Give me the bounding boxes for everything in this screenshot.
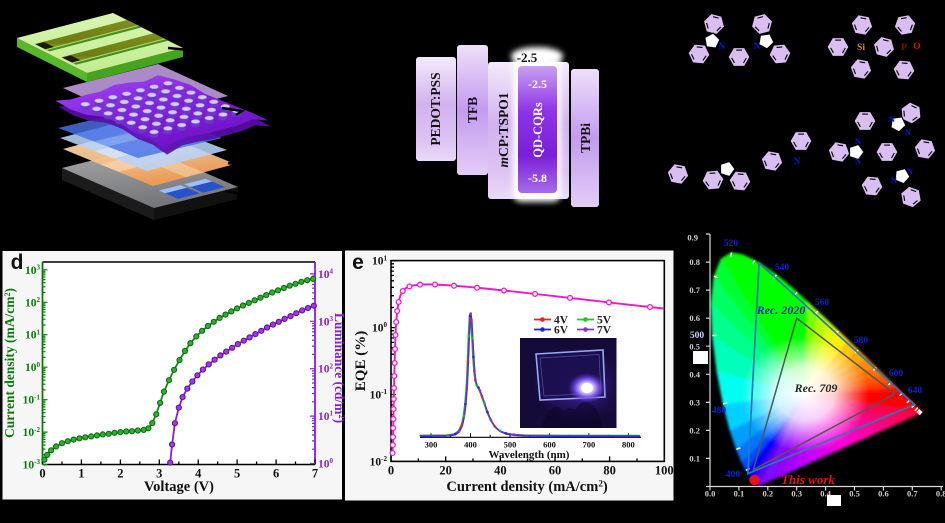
svg-text:N: N xyxy=(889,114,896,124)
svg-text:N: N xyxy=(855,136,862,146)
svg-text:300: 300 xyxy=(425,440,438,450)
svg-text:0.1: 0.1 xyxy=(734,489,745,499)
svg-text:6: 6 xyxy=(273,467,279,481)
svg-text:0.8: 0.8 xyxy=(689,257,700,267)
svg-text:0: 0 xyxy=(388,464,394,478)
svg-text:100: 100 xyxy=(655,464,674,478)
svg-text:6V: 6V xyxy=(554,325,569,337)
svg-text:0.6: 0.6 xyxy=(689,313,700,323)
svg-text:-2.5: -2.5 xyxy=(517,50,538,65)
svg-text:e: e xyxy=(352,251,364,274)
svg-text:N: N xyxy=(754,41,761,51)
svg-text:0.3: 0.3 xyxy=(791,489,802,499)
svg-text:QD-CQRs: QD-CQRs xyxy=(531,102,545,158)
svg-text:0.8: 0.8 xyxy=(936,489,945,499)
svg-text:-2.5: -2.5 xyxy=(528,77,547,91)
svg-text:640: 640 xyxy=(908,386,923,396)
svg-text:Current density (mA/cm2): Current density (mA/cm2) xyxy=(446,479,607,496)
svg-text:TFB: TFB xyxy=(465,97,480,123)
svg-text:TPBi: TPBi xyxy=(578,123,593,153)
svg-text:2: 2 xyxy=(117,467,123,481)
svg-text:0.1: 0.1 xyxy=(689,453,700,463)
svg-text:500: 500 xyxy=(690,331,705,341)
svg-text:0.5: 0.5 xyxy=(689,341,700,351)
svg-text:N: N xyxy=(794,156,801,166)
svg-text:80: 80 xyxy=(603,464,616,478)
svg-text:7: 7 xyxy=(312,467,318,481)
svg-text:Luminance (cd/m2): Luminance (cd/m2) xyxy=(332,313,347,423)
svg-text:Voltage (V): Voltage (V) xyxy=(144,479,214,495)
svg-text:0.4: 0.4 xyxy=(820,489,831,499)
svg-text:EQE (%): EQE (%) xyxy=(353,331,369,391)
svg-text:600: 600 xyxy=(889,369,904,379)
svg-text:540: 540 xyxy=(775,263,790,273)
svg-text:1: 1 xyxy=(78,467,84,481)
svg-text:520: 520 xyxy=(724,239,739,249)
svg-text:400: 400 xyxy=(464,440,477,450)
svg-text:700: 700 xyxy=(583,440,596,450)
svg-text:0.4: 0.4 xyxy=(689,369,700,379)
svg-text:Rec. 2020: Rec. 2020 xyxy=(756,303,806,317)
svg-text:mCP:TSPO1: mCP:TSPO1 xyxy=(496,92,511,167)
svg-text:N: N xyxy=(891,175,898,185)
svg-text:480: 480 xyxy=(712,406,727,416)
svg-text:5V: 5V xyxy=(597,315,612,327)
svg-text:3: 3 xyxy=(156,467,162,481)
svg-text:0.3: 0.3 xyxy=(689,397,700,407)
svg-text:0.2: 0.2 xyxy=(762,489,773,499)
svg-text:Rec. 709: Rec. 709 xyxy=(794,381,838,395)
svg-text:0.0: 0.0 xyxy=(705,489,716,499)
svg-text:5: 5 xyxy=(234,467,240,481)
svg-text:P: P xyxy=(901,43,907,53)
svg-text:N: N xyxy=(719,41,726,51)
svg-text:-5.8: -5.8 xyxy=(528,171,547,185)
svg-text:0.6: 0.6 xyxy=(878,489,889,499)
svg-text:d: d xyxy=(11,251,24,274)
svg-text:0.5: 0.5 xyxy=(849,489,860,499)
svg-text:4V: 4V xyxy=(554,315,569,327)
svg-text:560: 560 xyxy=(815,298,830,308)
svg-text:0.2: 0.2 xyxy=(689,425,700,435)
svg-text:0: 0 xyxy=(39,467,45,481)
svg-text:N: N xyxy=(907,166,914,176)
svg-text:800: 800 xyxy=(622,440,635,450)
svg-text:O: O xyxy=(913,42,920,52)
svg-text:N: N xyxy=(855,156,862,166)
svg-text:500: 500 xyxy=(504,440,517,450)
svg-text:4: 4 xyxy=(195,467,202,481)
svg-text:60: 60 xyxy=(549,464,562,478)
svg-text:20: 20 xyxy=(439,464,452,478)
svg-text:PEDOT:PSS: PEDOT:PSS xyxy=(428,72,443,145)
svg-text:400: 400 xyxy=(726,470,741,480)
svg-text:40: 40 xyxy=(494,464,507,478)
svg-text:This work: This work xyxy=(781,472,835,487)
svg-text:Current density (mA/cm2): Current density (mA/cm2) xyxy=(2,288,17,438)
svg-text:600: 600 xyxy=(543,440,556,450)
svg-text:Si: Si xyxy=(857,43,865,53)
svg-text:580: 580 xyxy=(854,336,869,346)
svg-text:0.7: 0.7 xyxy=(907,489,918,499)
svg-text:N: N xyxy=(905,127,912,137)
svg-text:0.9: 0.9 xyxy=(687,233,698,243)
svg-text:Wavelength (nm): Wavelength (nm) xyxy=(489,449,570,461)
svg-text:0.7: 0.7 xyxy=(689,285,700,295)
svg-text:7V: 7V xyxy=(597,325,612,337)
